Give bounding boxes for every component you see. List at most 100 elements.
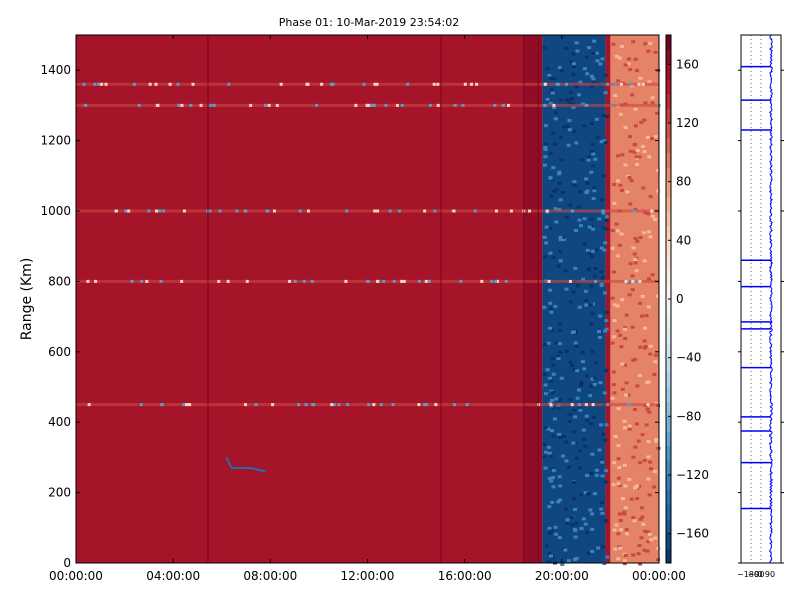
heatmap-cell (475, 82, 479, 86)
heatmap-cell (650, 96, 655, 100)
heatmap-cell (573, 415, 578, 419)
heatmap-cell (634, 279, 638, 283)
heatmap-cell (566, 465, 571, 469)
heatmap-cell (544, 450, 549, 454)
colorbar-swatch (666, 64, 671, 80)
heatmap-cell (604, 227, 609, 231)
colorbar-swatch (666, 372, 671, 388)
heatmap-row (76, 209, 659, 213)
heatmap-cell (288, 279, 292, 283)
heatmap-cell (627, 424, 632, 428)
heatmap-cell (638, 301, 643, 305)
heatmap-cell (648, 352, 653, 356)
heatmap-cell (644, 314, 649, 318)
heatmap-cell (638, 345, 643, 349)
heatmap-cell (588, 303, 593, 307)
heatmap-cell (628, 82, 632, 86)
heatmap-cell (593, 376, 598, 380)
heatmap-trail (250, 466, 266, 473)
heatmap-cell (400, 103, 404, 107)
colorbar-swatch (666, 240, 671, 256)
heatmap-cell (646, 540, 651, 544)
heatmap-cell (647, 532, 652, 536)
heatmap-cell (572, 367, 577, 371)
heatmap-cell (613, 82, 617, 86)
heatmap-cell (293, 279, 297, 283)
heatmap-cell (590, 312, 595, 316)
heatmap-streak (207, 35, 209, 563)
heatmap-cell (634, 269, 639, 273)
heatmap-cell (606, 82, 610, 86)
heatmap-cell (542, 305, 547, 309)
heatmap-cell (622, 419, 627, 423)
heatmap-cell (637, 155, 642, 159)
x-tick-label: 16:00:00 (438, 569, 492, 583)
heatmap-cell (208, 209, 212, 213)
heatmap-cell (601, 113, 606, 117)
colorbar-swatch (666, 548, 671, 564)
heatmap-cell (209, 103, 213, 107)
heatmap-cell (637, 374, 642, 378)
heatmap-cell (254, 403, 258, 407)
heatmap-cell (594, 248, 599, 252)
heatmap-cell (600, 57, 605, 61)
heatmap-cell (379, 403, 383, 407)
heatmap-cell (638, 236, 643, 240)
heatmap-cell (645, 212, 650, 216)
heatmap-cell (582, 124, 587, 128)
heatmap-cell (624, 532, 629, 536)
heatmap-cell (603, 291, 608, 295)
heatmap-cell (601, 174, 606, 178)
heatmap-cell (622, 510, 627, 514)
heatmap-cell (650, 101, 655, 105)
heatmap-cell (548, 76, 553, 80)
heatmap-cell (632, 519, 637, 523)
colorbar-swatch (666, 93, 671, 109)
heatmap-cell (585, 473, 590, 477)
heatmap-cell (603, 91, 608, 95)
heatmap-cell (571, 290, 576, 294)
heatmap-cell (543, 383, 548, 387)
heatmap-cell (589, 217, 594, 221)
heatmap-cell (564, 46, 569, 50)
side-x-tick-label: 90 (765, 570, 775, 579)
heatmap-cell (424, 279, 428, 283)
heatmap-cell (547, 451, 552, 455)
heatmap-cell (417, 403, 421, 407)
heatmap-cell (604, 327, 609, 331)
heatmap-cell (614, 523, 619, 527)
heatmap-cell (603, 438, 608, 442)
heatmap-cell (310, 279, 314, 283)
colorbar-swatch (666, 181, 671, 197)
heatmap-cell (558, 198, 563, 202)
heatmap-cell (266, 209, 270, 213)
heatmap-cell (549, 88, 554, 92)
heatmap-cell (611, 483, 616, 487)
heatmap-cell (624, 279, 628, 283)
heatmap-cell (627, 403, 631, 407)
heatmap-cell (646, 455, 651, 459)
heatmap-cell (652, 485, 657, 489)
heatmap-cell (543, 155, 548, 159)
heatmap-cell (564, 349, 569, 353)
x-tick-label: 04:00:00 (146, 569, 200, 583)
heatmap-cell (622, 426, 627, 430)
colorbar-tick-label: 160 (676, 57, 699, 71)
heatmap-cell (648, 467, 653, 471)
heatmap-cell (543, 82, 547, 86)
heatmap-cell (604, 423, 609, 427)
heatmap-cell (556, 500, 561, 504)
heatmap-cell (154, 209, 158, 213)
heatmap-cell (617, 56, 622, 60)
heatmap-cell (641, 186, 646, 190)
heatmap-cell (217, 279, 221, 283)
heatmap-cell (362, 82, 366, 86)
heatmap-cell (628, 262, 633, 266)
heatmap-cell (603, 469, 608, 473)
heatmap-cell (653, 135, 658, 139)
heatmap-cell (490, 279, 494, 283)
y-tick-label: 0 (63, 556, 71, 570)
heatmap-cell (627, 477, 632, 481)
heatmap-cell (635, 239, 640, 243)
heatmap-cell (563, 269, 568, 273)
